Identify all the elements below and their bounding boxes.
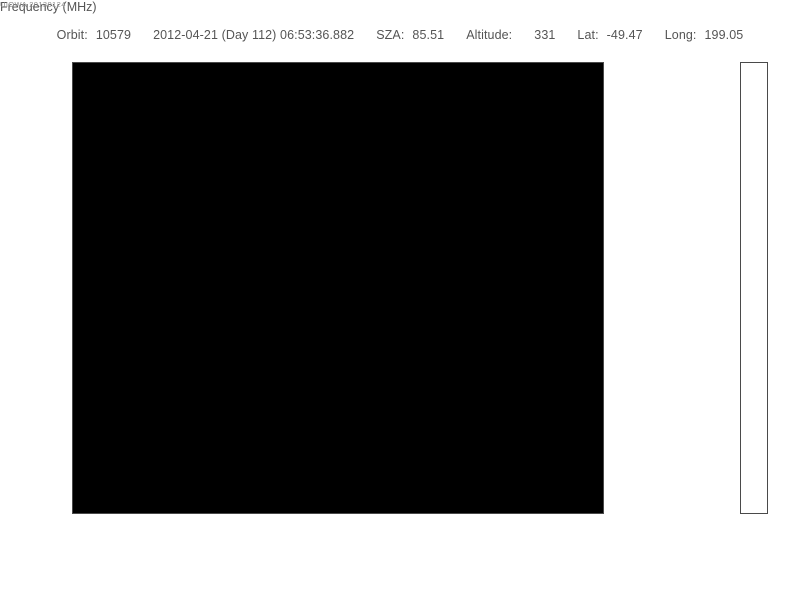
- orbit-label: Orbit:: [56, 28, 88, 42]
- altitude-label: Altitude:: [466, 28, 513, 42]
- figure-header: Orbit: 10579 2012-04-21 (Day 112) 06:53:36…: [0, 28, 800, 42]
- colorbar-gradient: [741, 63, 767, 513]
- sza-value: 85.51: [412, 28, 445, 42]
- longitude-value: 199.05: [704, 28, 744, 42]
- x-axis-title: Frequency (MHz): [0, 0, 97, 14]
- radargram-plot-area: [72, 62, 604, 514]
- orbit-value: 10579: [95, 28, 132, 42]
- sza-label: SZA:: [376, 28, 405, 42]
- credit-label: UIOWA 20130124: [0, 0, 66, 9]
- latitude-label: Lat:: [577, 28, 599, 42]
- longitude-label: Long:: [664, 28, 697, 42]
- colorbar: [740, 62, 768, 514]
- observation-datetime: 2012-04-21 (Day 112) 06:53:36.882: [153, 28, 355, 42]
- radargram-image: [73, 63, 603, 513]
- altitude-value: 331: [534, 28, 556, 42]
- latitude-value: -49.47: [606, 28, 643, 42]
